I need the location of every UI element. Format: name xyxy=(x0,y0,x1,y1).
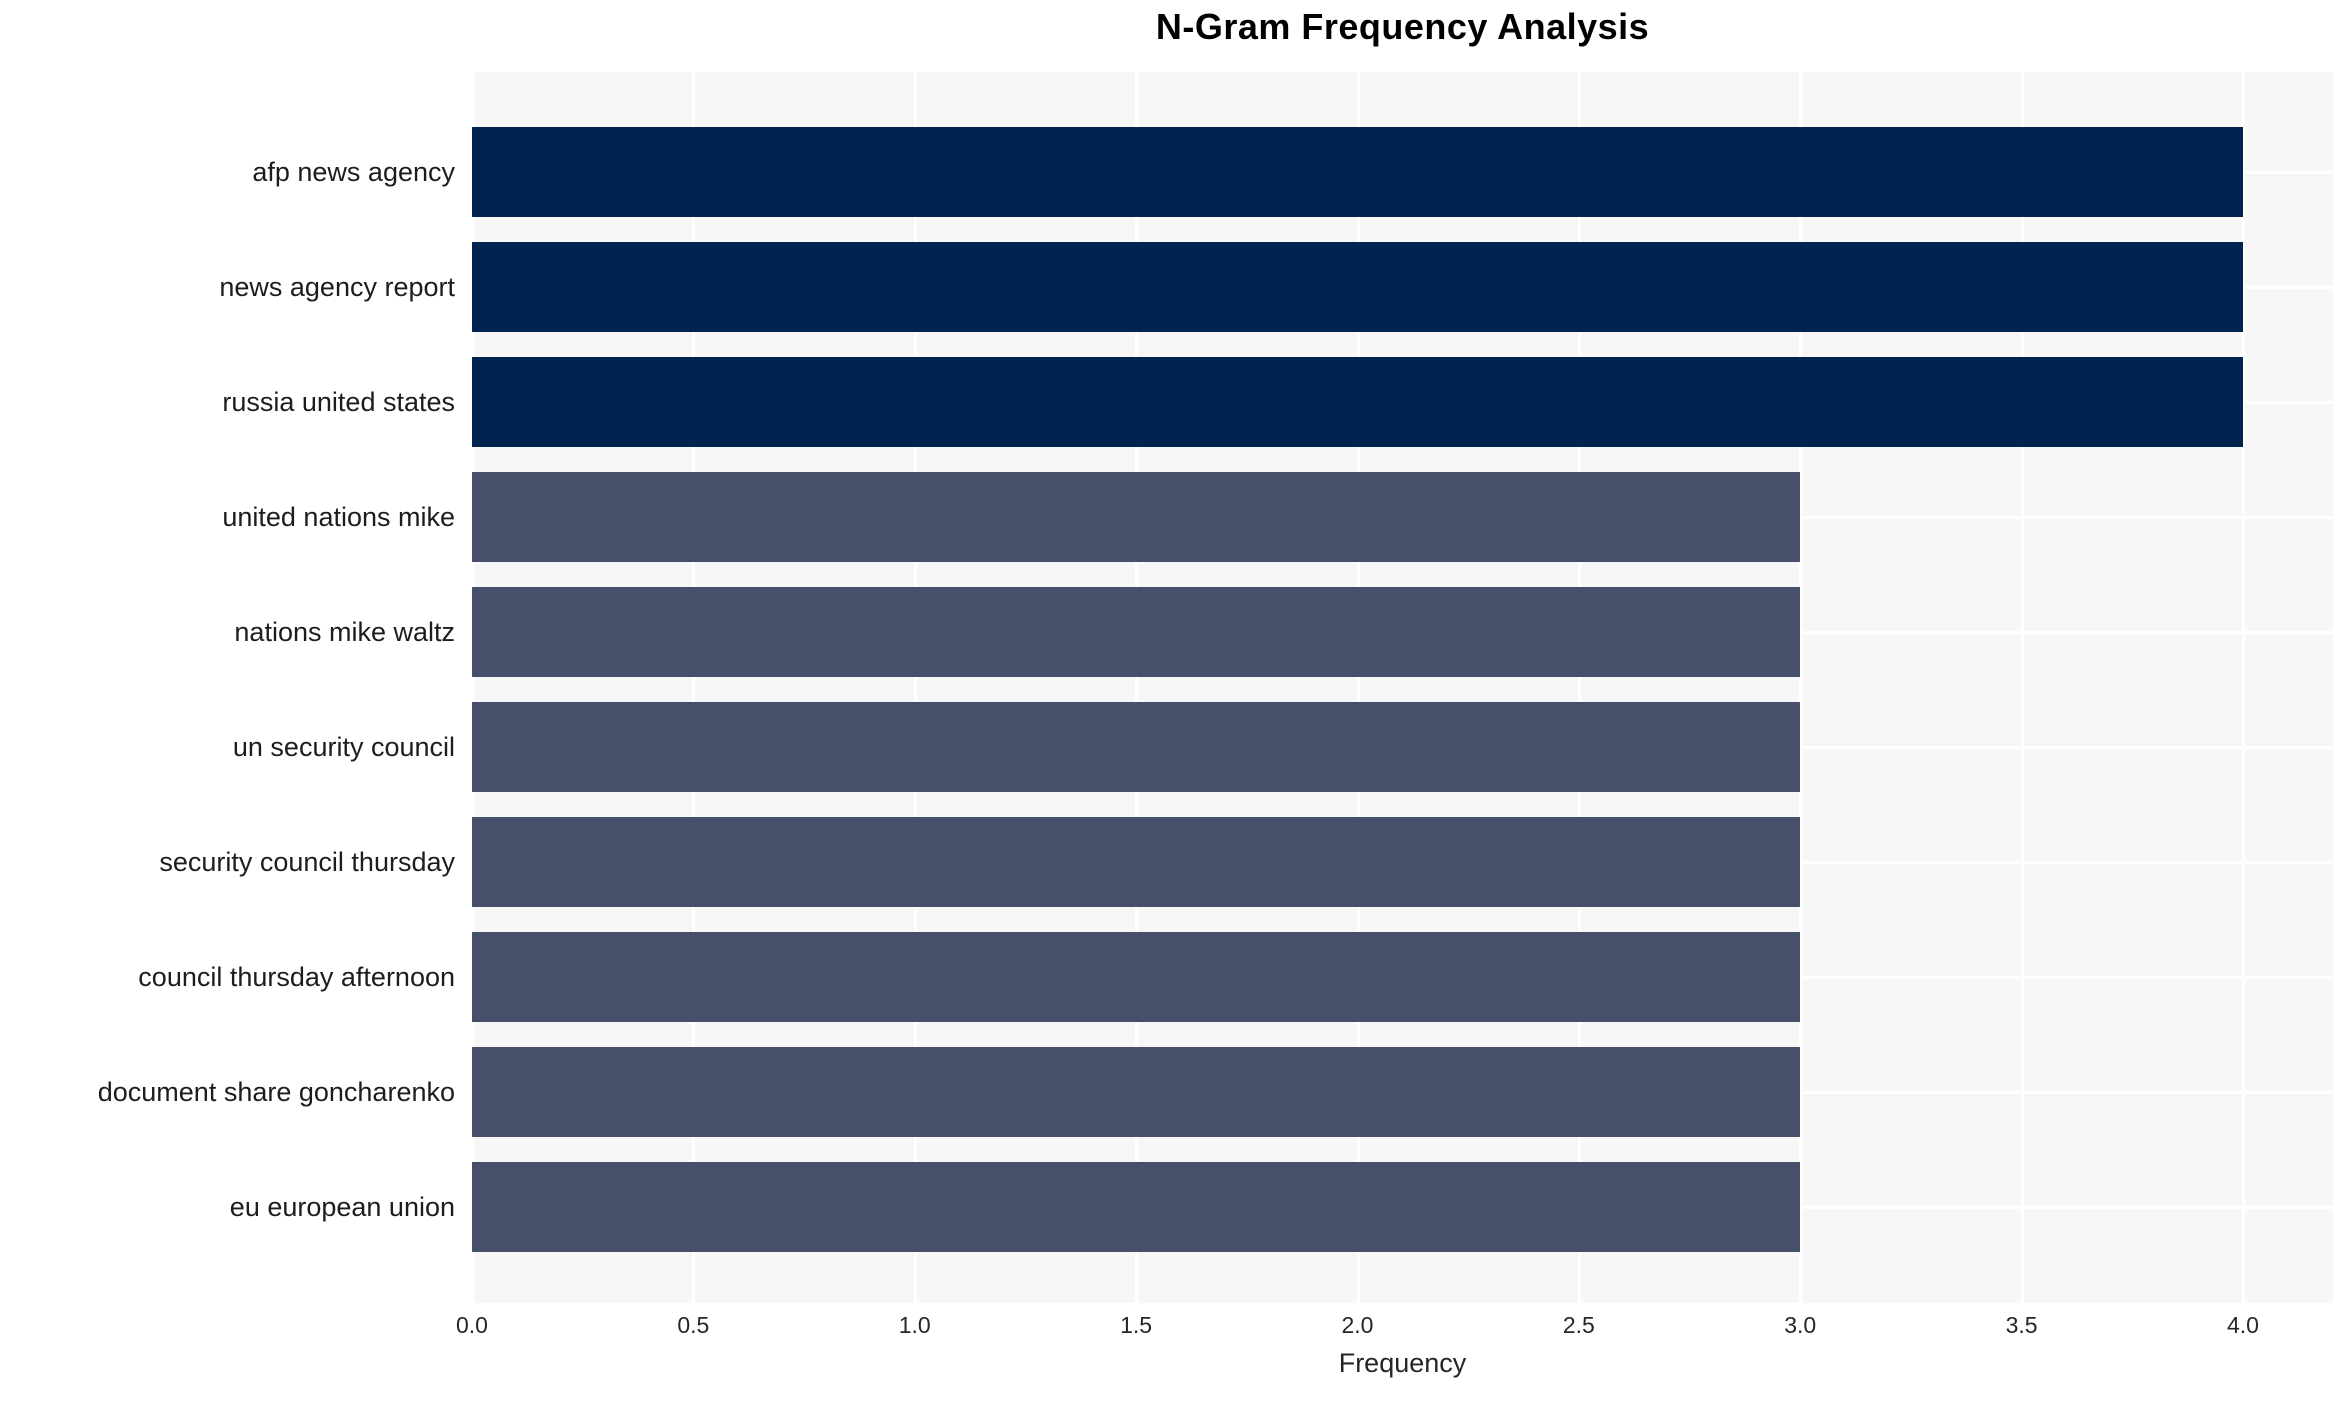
y-tick-label: nations mike waltz xyxy=(234,617,455,647)
y-tick-label: eu european union xyxy=(229,1192,455,1222)
y-tick-label: news agency report xyxy=(219,272,455,302)
plot-area xyxy=(471,72,2333,1303)
bar-nations-mike-waltz xyxy=(472,587,1801,677)
x-tick-label: 3.5 xyxy=(2005,1312,2038,1338)
vertical-gridline xyxy=(692,72,696,1303)
y-tick-label: united nations mike xyxy=(222,502,455,532)
y-tick-label: un security council xyxy=(232,732,455,762)
chart-title: N-Gram Frequency Analysis xyxy=(1155,6,1650,47)
x-tick-label: 0.5 xyxy=(677,1312,710,1338)
vertical-gridline xyxy=(1799,72,1803,1303)
vertical-gridline xyxy=(913,72,917,1303)
y-tick-label: russia united states xyxy=(222,387,455,417)
bar-eu-european-union xyxy=(472,1162,1801,1252)
vertical-gridline xyxy=(1356,72,1360,1303)
x-tick-label: 4.0 xyxy=(2227,1312,2259,1338)
y-tick-label: document share goncharenko xyxy=(97,1077,455,1107)
y-tick-label: afp news agency xyxy=(252,157,455,187)
bar-council-thursday-afternoon xyxy=(472,932,1801,1022)
x-tick-label: 0.0 xyxy=(456,1312,488,1338)
x-tick-label: 3.0 xyxy=(1784,1312,1817,1338)
x-tick-label: 1.0 xyxy=(898,1312,931,1338)
y-tick-label: security council thursday xyxy=(159,847,455,877)
vertical-gridline xyxy=(2242,72,2245,1303)
bar-news-agency-report xyxy=(472,242,2243,332)
y-tick-label: council thursday afternoon xyxy=(138,962,455,992)
x-tick-label: 2.5 xyxy=(1562,1312,1595,1338)
bar-russia-united-states xyxy=(472,357,2243,447)
vertical-gridline xyxy=(1135,72,1139,1303)
vertical-gridline xyxy=(1577,72,1581,1303)
x-axis-title: Frequency xyxy=(1338,1348,1467,1378)
x-tick-label: 2.0 xyxy=(1341,1312,1374,1338)
bar-united-nations-mike xyxy=(472,472,1801,562)
bar-afp-news-agency xyxy=(472,127,2243,217)
bar-un-security-council xyxy=(472,702,1801,792)
bar-security-council-thursday xyxy=(472,817,1801,907)
x-tick-label: 1.5 xyxy=(1120,1312,1153,1338)
vertical-gridline xyxy=(2020,72,2024,1303)
bar-document-share-goncharenko xyxy=(472,1047,1801,1137)
vertical-gridline xyxy=(471,72,474,1303)
